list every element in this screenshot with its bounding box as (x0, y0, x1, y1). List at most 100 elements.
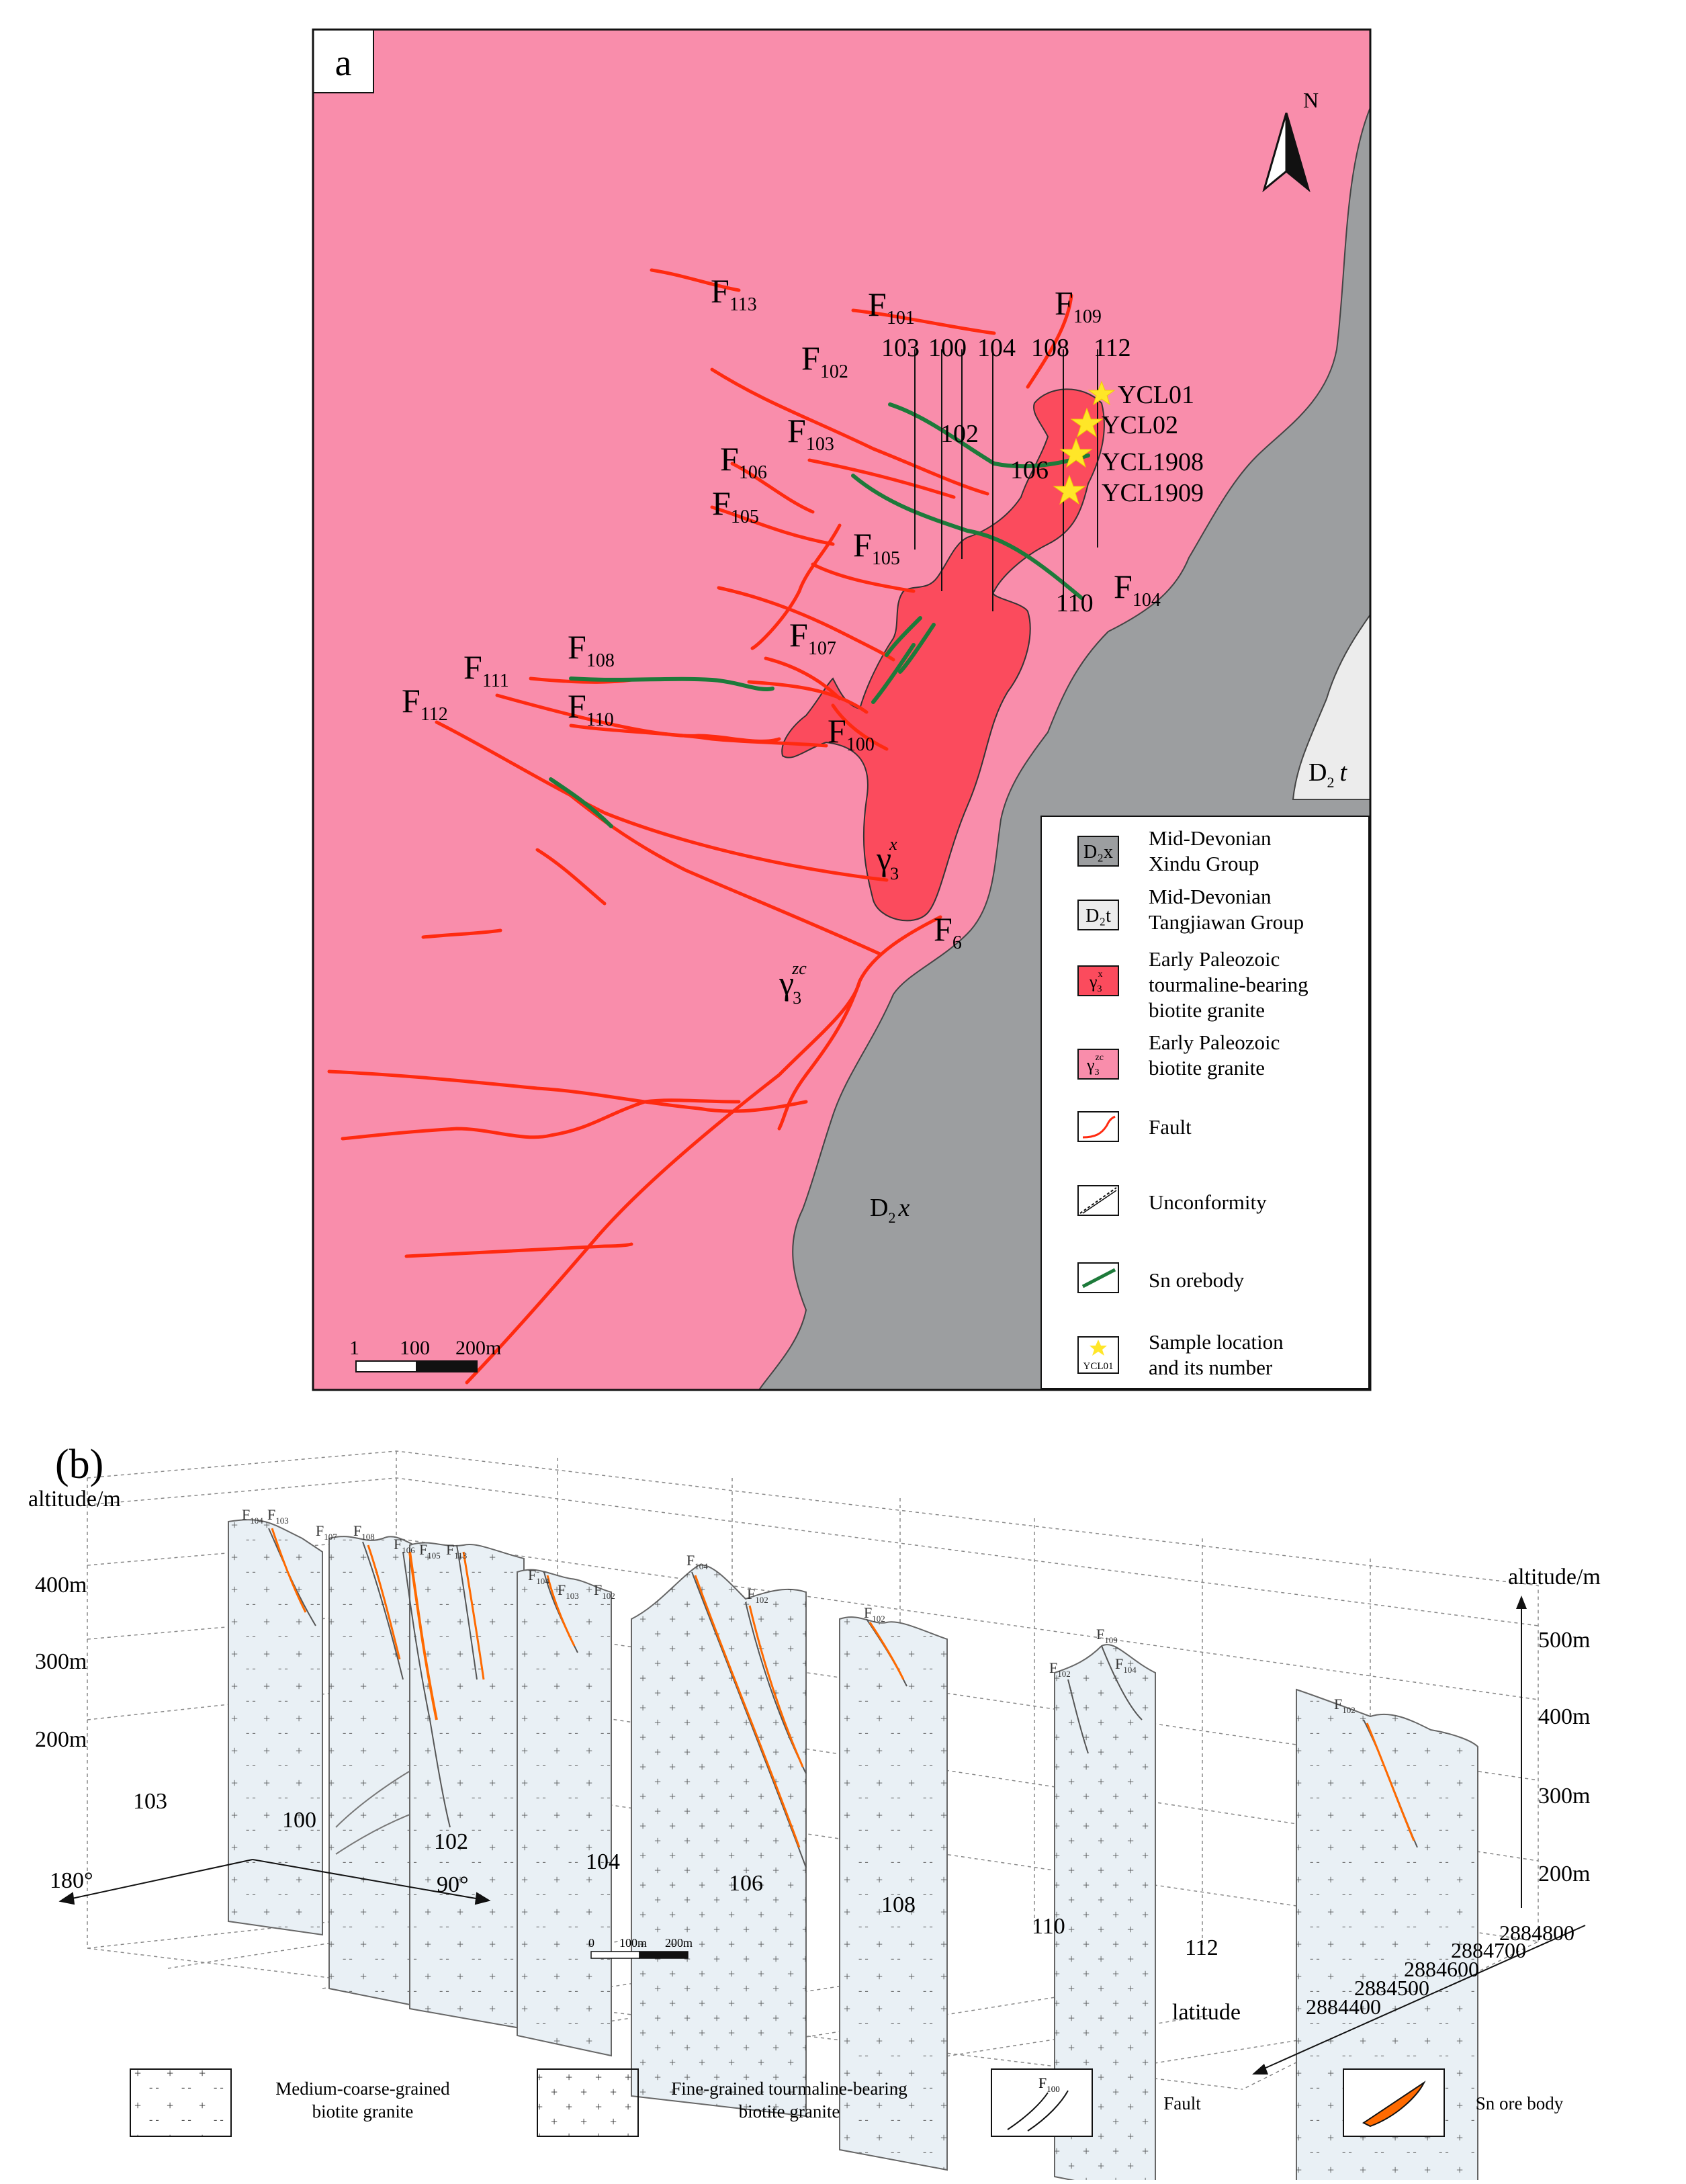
sample-label-ycl01: YCL01 (1118, 381, 1194, 409)
section-number-102: 102 (434, 1829, 468, 1854)
map-scale-bar: 1 100 200m (349, 1337, 501, 1372)
panel-b-label: (b) (55, 1442, 103, 1487)
map-legend: D₂x Mid-Devonian Xindu Group D₂t Mid-Dev… (1040, 816, 1370, 1389)
section-number-104: 104 (586, 1849, 620, 1874)
fault-label-f106: F106 (720, 440, 767, 483)
section-scale-t1: 0 (588, 1936, 594, 1950)
legend-d2t-line2: Tangjiawan Group (1149, 910, 1304, 934)
section-scale-t2: 100m (619, 1936, 647, 1950)
latitude-axis (1252, 1925, 1586, 2074)
section-number-103: 103 (133, 1789, 167, 1814)
left-tick-400: 400m (35, 1573, 87, 1598)
legend-medium-coarse-swatch (130, 2068, 232, 2137)
left-tick-200: 200m (35, 1727, 87, 1752)
line-number-112: 112 (1094, 334, 1131, 362)
north-arrow-icon (1262, 112, 1311, 193)
tangjiawan-group-area (1292, 612, 1371, 800)
section-line-102 (402, 1542, 525, 2030)
sec-fault-label-s6b: F109 (1096, 1626, 1118, 1645)
legend-gx-symbol: γ3x (1089, 969, 1103, 994)
scale-tick-100: 100 (400, 1337, 430, 1359)
tourmaline-granite-body (781, 388, 1105, 922)
legend-gx-line2: tourmaline-bearing (1149, 973, 1308, 996)
sample-label-ycl02: YCL02 (1102, 411, 1178, 439)
fault-label-f101: F101 (868, 286, 915, 329)
legend-sample-line2: and its number (1149, 1356, 1273, 1379)
section-line-112 (1296, 1688, 1478, 2180)
fault-label-f105-left: F105 (712, 484, 759, 527)
unit-label-d2x: D2 x (870, 1194, 909, 1226)
legend-box-d2x: D₂x (1083, 842, 1113, 863)
line-number-103: 103 (881, 334, 920, 362)
sec-fault-label-s6a: F102 (1049, 1659, 1071, 1679)
section-number-112: 112 (1185, 1935, 1218, 1960)
legend-fault-text: Fault (1163, 2093, 1201, 2113)
sample-stars (1053, 380, 1116, 505)
section-line-104 (517, 1569, 612, 2057)
right-tick-200: 200m (1538, 1862, 1590, 1886)
fault-label-f103: F103 (787, 412, 834, 455)
sample-star-ycl1908 (1059, 437, 1093, 468)
line-number-106: 106 (1010, 456, 1049, 484)
section-line-108 (839, 1616, 948, 2171)
sample-label-ycl1908: YCL1908 (1102, 448, 1204, 476)
sec-fault-label-s1a: F104 (242, 1506, 263, 1526)
north-label: N (1303, 88, 1319, 112)
line-number-102: 102 (940, 420, 979, 448)
legend-medium-coarse-line2: biotite granite (312, 2101, 414, 2122)
section-line-103 (228, 1519, 323, 1936)
section-number-108: 108 (881, 1892, 916, 1917)
fault-label-f109: F109 (1055, 284, 1102, 327)
azimuth-right: 90° (437, 1872, 469, 1897)
survey-line-numbers: 103 100 104 108 112 102 106 110 (881, 334, 1131, 617)
map-frame (312, 28, 1372, 1391)
legend-sample-line1: Sample location (1149, 1330, 1284, 1354)
scale-tick-200m: 200m (455, 1337, 501, 1359)
fault-label-f102: F102 (801, 339, 848, 382)
fault-label-f112: F112 (402, 682, 448, 725)
legend-fine-grained-swatch (537, 2068, 639, 2137)
section-number-100: 100 (282, 1808, 316, 1833)
legend-sample-box-text: YCL01 (1083, 1361, 1114, 1372)
right-tick-300: 300m (1538, 1784, 1590, 1808)
right-tick-500: 500m (1538, 1628, 1590, 1653)
sample-star-ycl02 (1070, 407, 1104, 438)
legend-gzc-symbol: γ3zc (1086, 1053, 1104, 1078)
section-fault-labels: F104 F103 F107 F108 F106 F105 F113 F104 … (242, 1506, 1356, 1715)
sec-fault-label-s4a: F104 (686, 1552, 708, 1571)
legend-d2x-line1: Mid-Devonian (1149, 826, 1272, 850)
line-number-108: 108 (1031, 334, 1069, 362)
legend-gzc-line2: biotite granite (1149, 1056, 1265, 1080)
line-number-100: 100 (928, 334, 967, 362)
latitude-ticks: 2884800 2884700 2884600 2884500 2884400 (1306, 1921, 1574, 2019)
legend-swatch-biotite-granite (1077, 1049, 1119, 1080)
section-scale-t3: 200m (665, 1936, 693, 1950)
lat-tick-2884600: 2884600 (1404, 1957, 1479, 1981)
section-line-110 (1054, 1644, 1156, 2180)
fault-label-f105-right: F105 (853, 526, 900, 569)
scale-tick-1: 1 (349, 1337, 359, 1359)
lat-tick-2884400: 2884400 (1306, 1995, 1381, 2019)
legend-swatch-tourmaline-granite (1077, 965, 1119, 996)
unit-label-gamma-zc: γ3zc (779, 959, 807, 1008)
legend-fine-grained-line2: biotite granite (739, 2101, 840, 2122)
legend-box-d2t: D₂t (1085, 906, 1111, 926)
line-number-104: 104 (977, 334, 1016, 362)
sample-star-ycl01 (1088, 380, 1116, 406)
fault-lines (327, 268, 1073, 1385)
sec-fault-label-s2a: F107 (316, 1522, 337, 1542)
sec-fault-label-s7a: F102 (1334, 1696, 1356, 1715)
sec-fault-label-s2d: F105 (419, 1541, 441, 1561)
legend-unconformity-label: Unconformity (1149, 1190, 1267, 1214)
fault-label-f108: F108 (568, 628, 615, 671)
lat-tick-2884700: 2884700 (1451, 1938, 1526, 1962)
section-number-106: 106 (729, 1871, 763, 1896)
latitude-label: latitude (1172, 2000, 1241, 2025)
fault-label-f110: F110 (568, 687, 614, 730)
sample-star-ycl1909 (1053, 474, 1086, 505)
sec-fault-label-s3b: F103 (558, 1581, 579, 1601)
geological-map: a N F113 F101 F109 F102 F103 F106 F105 F… (312, 28, 1372, 1391)
legend-sn-ore-text: Sn ore body (1476, 2093, 1564, 2113)
sec-fault-label-s6c: F104 (1115, 1655, 1137, 1675)
azimuth-arrows (58, 1859, 491, 1905)
